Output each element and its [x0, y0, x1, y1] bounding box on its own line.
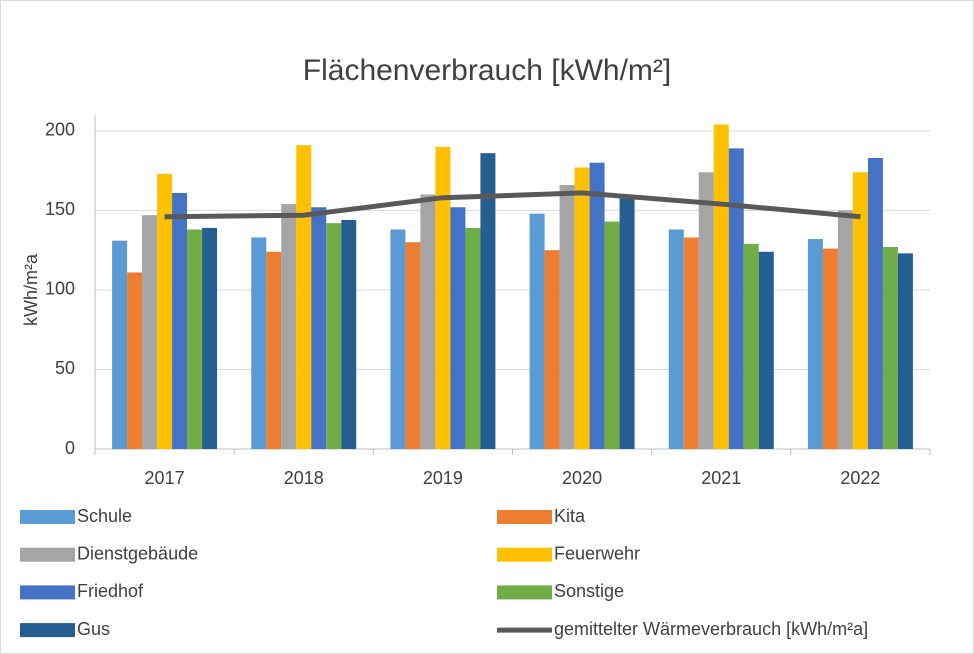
bar [142, 215, 158, 449]
bar [837, 210, 853, 449]
bar [172, 192, 188, 449]
bar [405, 242, 421, 449]
bar [450, 207, 466, 449]
bar [157, 173, 173, 449]
bar [266, 251, 282, 449]
legend-label: Dienstgebäude [77, 543, 198, 563]
bar [559, 184, 575, 449]
x-tick-label: 2019 [423, 468, 463, 488]
bar [897, 253, 913, 449]
y-axis-label: kWh/m²a [21, 253, 41, 326]
bar [281, 204, 297, 449]
bar [435, 146, 451, 450]
legend-label: Friedhof [77, 581, 144, 601]
legend-swatch [20, 510, 75, 524]
legend-swatch [20, 547, 75, 562]
bar [326, 223, 342, 449]
y-tick-label: 150 [45, 199, 75, 219]
bar [465, 227, 481, 449]
bar [202, 227, 218, 449]
chart-title: Flächenverbrauch [kWh/m²] [303, 54, 671, 87]
legend-label: Feuerwehr [554, 543, 640, 563]
legend-swatch [20, 623, 75, 638]
x-tick-label: 2018 [284, 468, 324, 488]
bar [728, 148, 744, 449]
bar [589, 162, 605, 449]
bar [112, 240, 128, 449]
bar [698, 172, 714, 449]
legend-label: Kita [554, 506, 586, 526]
legend-swatch [497, 547, 552, 562]
bar [852, 172, 868, 449]
y-tick-label: 200 [45, 120, 75, 140]
bar [683, 237, 699, 449]
x-tick-label: 2022 [840, 468, 880, 488]
bar [390, 229, 406, 449]
y-tick-label: 0 [65, 438, 75, 458]
bar [311, 207, 327, 449]
legend-label: gemittelter Wärmeverbrauch [kWh/m²a] [554, 619, 868, 639]
x-tick-label: 2017 [145, 468, 185, 488]
x-tick-label: 2021 [701, 468, 741, 488]
bar [807, 239, 823, 449]
bar [604, 221, 620, 449]
bar [882, 247, 898, 449]
legend-label: Sonstige [554, 581, 624, 601]
bar [529, 213, 545, 449]
x-tick-label: 2020 [562, 468, 602, 488]
bar [668, 229, 684, 449]
bar [713, 124, 729, 450]
y-tick-label: 100 [45, 279, 75, 299]
bar [187, 229, 203, 449]
bar [420, 194, 436, 449]
bar [480, 153, 496, 449]
legend-label: Schule [77, 506, 132, 526]
bar [619, 197, 635, 449]
bar [544, 250, 560, 449]
bar [743, 243, 759, 449]
bar [758, 251, 774, 449]
line [164, 190, 861, 220]
bar [867, 157, 883, 449]
bar [574, 167, 590, 449]
legend-swatch [20, 585, 75, 600]
bar [341, 219, 357, 449]
legend-label: Gus [77, 619, 110, 639]
bar [251, 237, 267, 449]
bar [822, 248, 838, 449]
y-tick-label: 50 [55, 358, 75, 378]
legend-swatch [497, 585, 552, 600]
bar [296, 145, 312, 449]
legend-swatch [497, 510, 552, 524]
bar [127, 272, 143, 449]
